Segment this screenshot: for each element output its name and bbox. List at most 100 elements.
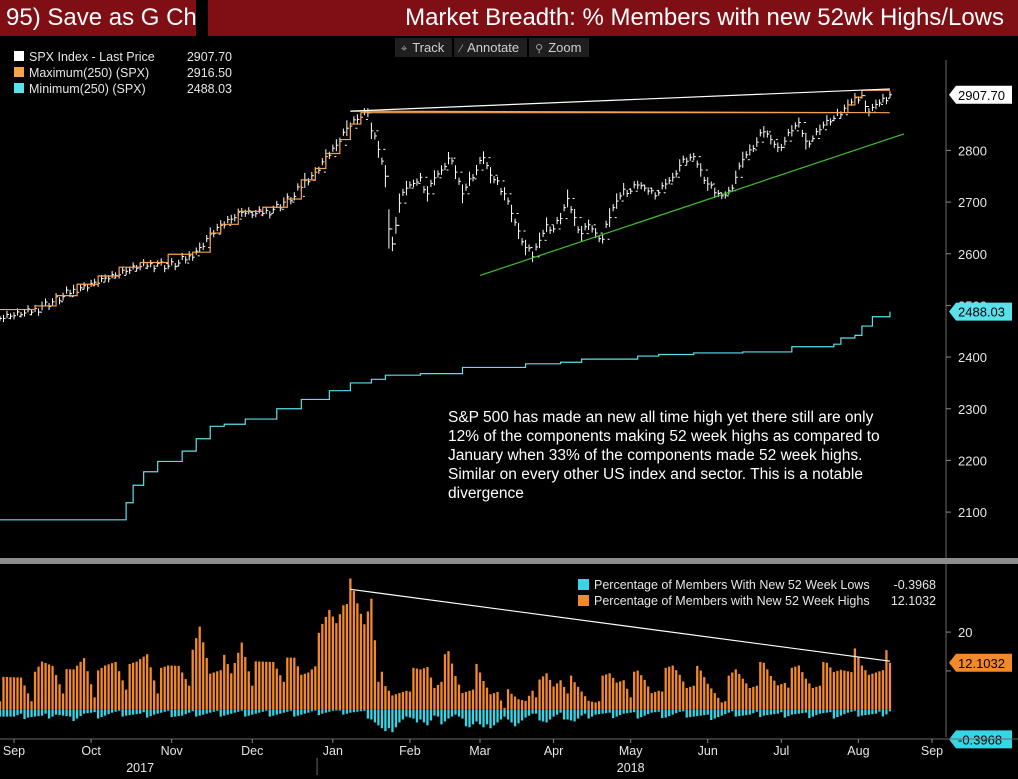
lows-bar xyxy=(776,709,779,714)
lows-bar xyxy=(96,709,100,719)
lows-bar xyxy=(380,709,384,729)
lows-bar xyxy=(766,709,769,716)
lows-bar xyxy=(482,709,485,728)
highs-bar xyxy=(696,665,699,710)
highs-bar xyxy=(825,662,829,710)
lows-bar xyxy=(370,709,373,720)
highs-bar xyxy=(657,690,660,710)
lows-bar xyxy=(54,709,58,715)
highs-bar xyxy=(156,693,159,710)
highs-bar xyxy=(888,662,892,710)
lows-bar xyxy=(682,709,685,712)
highs-bar xyxy=(377,681,380,710)
lows-bar xyxy=(555,709,559,715)
highs-bar xyxy=(135,661,138,710)
lows-bar xyxy=(307,709,310,713)
lows-bar xyxy=(527,709,531,716)
save-as-chart-button[interactable]: 95) Save as G Chart xyxy=(0,0,198,36)
lows-bar xyxy=(517,709,520,724)
lows-bar xyxy=(464,709,468,727)
lows-bar xyxy=(170,709,173,718)
y-tick-label: 2800 xyxy=(958,143,987,158)
highs-bar xyxy=(279,675,282,710)
highs-bar xyxy=(594,702,597,710)
highs-bar xyxy=(230,673,233,710)
track-button[interactable]: ⌖ Track xyxy=(395,38,453,57)
lows-bar xyxy=(33,709,37,717)
lows-bar xyxy=(485,709,489,725)
lows-bar xyxy=(247,709,250,716)
highs-bar xyxy=(713,693,716,710)
last-value-label: 12.1032 xyxy=(958,656,1005,671)
lows-bar xyxy=(520,709,524,721)
highs-bar xyxy=(548,679,552,710)
lows-bar xyxy=(780,709,783,713)
highs-bar xyxy=(275,668,278,710)
annotate-button[interactable]: ∕ Annotate xyxy=(454,38,528,57)
y-tick-label: 2700 xyxy=(958,195,987,210)
lows-bar xyxy=(738,709,741,717)
x-tick-label: Oct xyxy=(81,744,101,758)
lows-bar xyxy=(394,709,398,728)
lows-bar xyxy=(79,709,82,717)
highs-bar xyxy=(590,701,594,710)
highs-bar xyxy=(324,616,327,710)
panel-divider xyxy=(0,558,1018,564)
highs-bar xyxy=(443,654,447,710)
lows-bar xyxy=(499,709,503,720)
lows-bar xyxy=(160,709,163,713)
lows-bar xyxy=(61,709,65,716)
lows-bar xyxy=(121,709,124,717)
lows-bar xyxy=(335,709,338,711)
lows-bar xyxy=(387,709,391,729)
highs-bar xyxy=(794,666,797,710)
highs-bar xyxy=(783,682,786,710)
highs-bar xyxy=(559,680,562,710)
highs-bar xyxy=(2,676,5,710)
zoom-button[interactable]: ⚲ Zoom xyxy=(529,38,590,57)
lows-bar xyxy=(230,709,233,714)
lows-bar xyxy=(804,709,807,713)
lows-bar xyxy=(349,709,352,713)
lows-bar xyxy=(412,709,415,719)
lows-bar xyxy=(345,709,349,714)
legend-label: Maximum(250) (SPX) xyxy=(29,66,149,80)
lows-bar xyxy=(881,709,885,717)
highs-bar xyxy=(808,683,811,710)
highs-bar xyxy=(247,671,250,710)
lows-bar xyxy=(829,709,832,713)
highs-bar xyxy=(759,661,762,710)
lows-bar xyxy=(2,709,5,717)
highs-bar xyxy=(233,663,236,710)
lows-bar xyxy=(44,709,47,714)
lows-bar xyxy=(457,709,461,717)
highs-bar xyxy=(117,671,121,710)
highs-bar xyxy=(23,685,26,710)
highs-bar xyxy=(321,623,324,710)
spx-price-bars xyxy=(0,91,892,323)
highs-bar xyxy=(766,669,769,710)
highs-bar xyxy=(82,658,86,710)
lows-bar xyxy=(450,709,454,717)
highs-bar xyxy=(9,677,12,710)
highs-bar xyxy=(839,669,843,710)
lows-bar xyxy=(422,709,426,723)
highs-bar xyxy=(398,693,401,710)
highs-bar xyxy=(527,695,531,710)
highs-bar xyxy=(615,682,618,710)
lows-bar xyxy=(615,709,618,717)
lows-bar xyxy=(244,709,247,717)
highs-bar xyxy=(475,663,478,710)
highs-bar xyxy=(846,671,850,710)
lows-bar xyxy=(328,709,331,712)
lows-bar xyxy=(706,709,709,715)
highs-bar xyxy=(268,661,271,710)
highs-bar xyxy=(331,616,334,710)
x-tick-label: Apr xyxy=(544,744,563,758)
highs-bar xyxy=(496,691,499,710)
lows-bar xyxy=(86,709,89,714)
lows-bar xyxy=(619,709,622,716)
highs-bar xyxy=(422,668,426,710)
lows-bar xyxy=(338,709,341,711)
